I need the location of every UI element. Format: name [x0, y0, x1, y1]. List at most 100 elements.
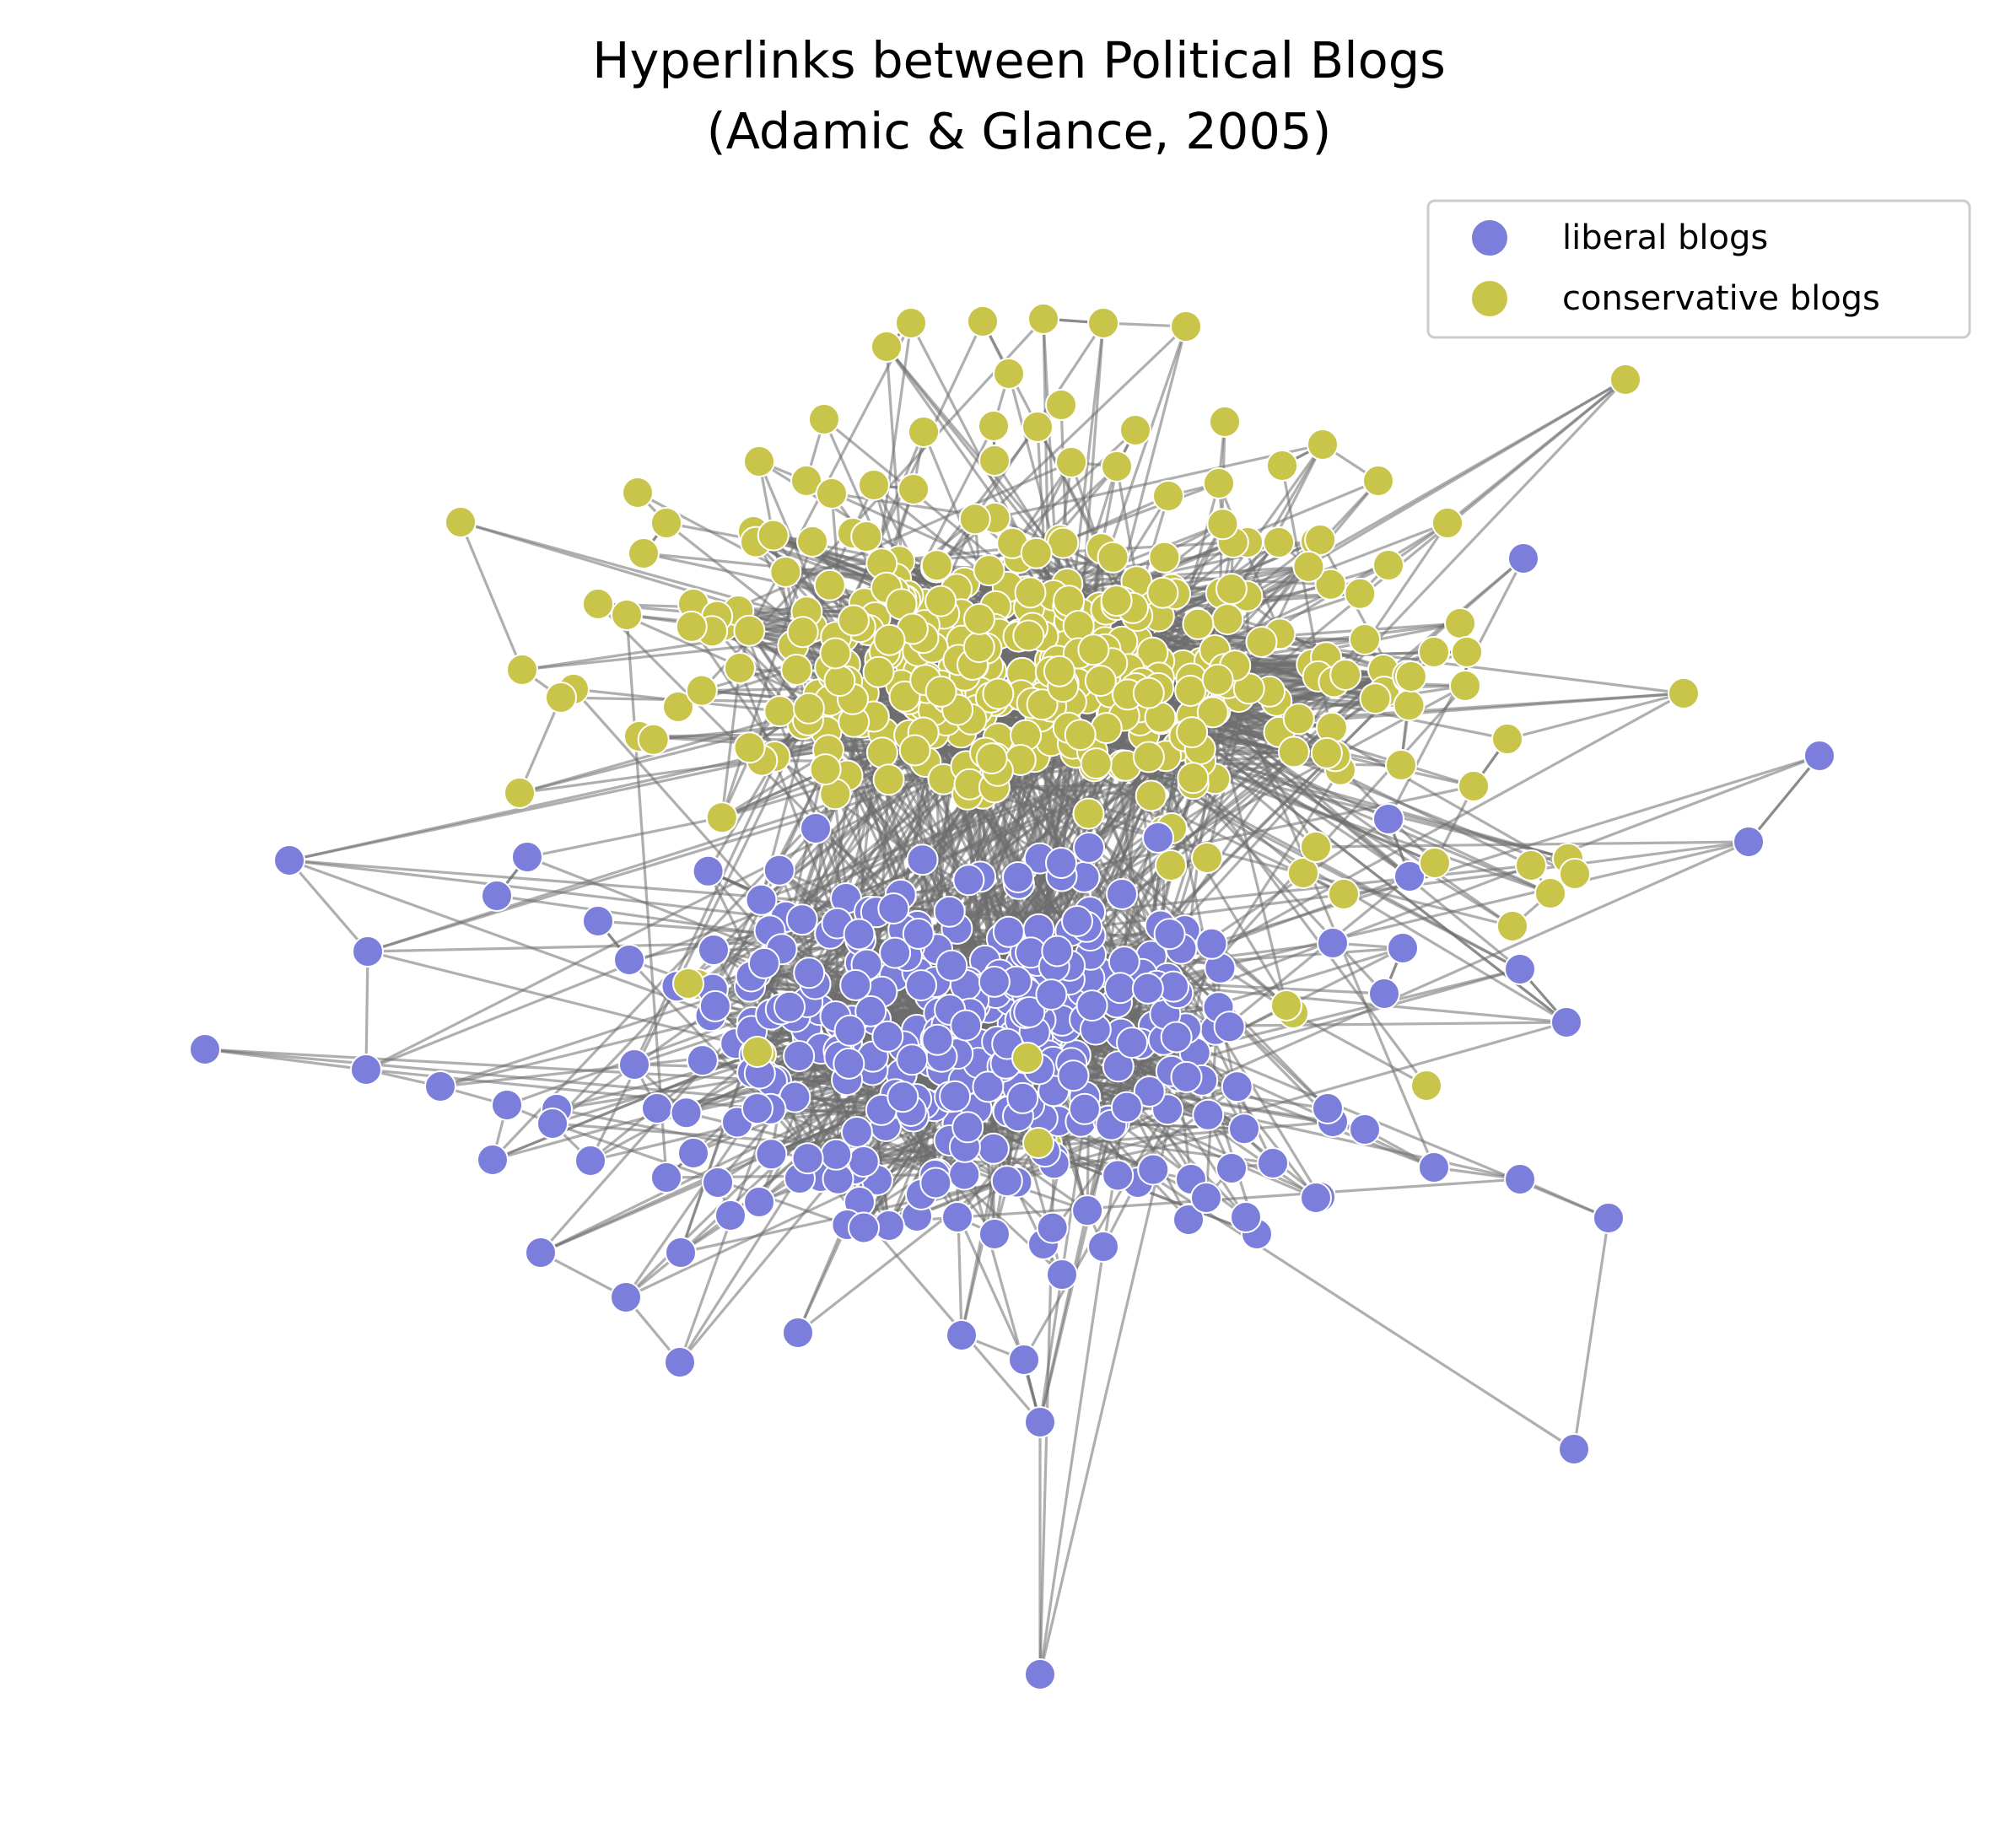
liberal-blog-node	[1213, 1011, 1246, 1043]
liberal-blog-node	[783, 1040, 816, 1072]
conservative-blog-node	[675, 610, 708, 643]
liberal-blog-node	[977, 1132, 1010, 1165]
conservative-blog-node	[973, 554, 1005, 587]
liberal-blog-node	[714, 1199, 747, 1232]
conservative-blog-node	[1394, 660, 1427, 693]
conservative-blog-node	[796, 526, 828, 558]
liberal-blog-node	[1300, 1182, 1332, 1214]
conservative-blog-node	[582, 588, 614, 620]
conservative-blog-node	[1449, 670, 1481, 702]
conservative-blog-node	[741, 1036, 774, 1068]
liberal-blog-node	[1024, 1658, 1056, 1690]
conservative-blog-node	[963, 603, 995, 635]
conservative-blog-node	[1011, 1042, 1043, 1074]
liberal-blog-node	[613, 944, 645, 976]
conservative-blog-node	[1300, 831, 1332, 863]
network-edge	[680, 1127, 1245, 1254]
conservative-blog-node	[790, 465, 822, 497]
conservative-blog-node	[1119, 414, 1151, 446]
liberal-blog-node	[755, 1138, 788, 1171]
liberal-blog-node	[906, 844, 939, 876]
liberal-blog-node	[877, 892, 910, 924]
conservative-blog-node	[1043, 655, 1075, 687]
liberal-blog-node	[1002, 861, 1034, 893]
conservative-blog-node	[823, 665, 856, 698]
liberal-blog-node	[747, 946, 780, 979]
conservative-blog-node	[1080, 747, 1113, 780]
liberal-blog-node	[1116, 1027, 1148, 1059]
liberal-blog-node	[847, 1145, 880, 1178]
network-edge	[1159, 675, 1413, 927]
liberal-blog-node	[641, 1092, 673, 1124]
liberal-blog-node	[670, 1097, 703, 1129]
liberal-blog-node	[698, 934, 730, 967]
network-edge	[956, 378, 1627, 930]
conservative-blog-node	[1026, 688, 1059, 721]
liberal-blog-node	[774, 990, 806, 1023]
conservative-blog-node	[858, 469, 890, 501]
conservative-blog-node	[958, 503, 991, 536]
conservative-blog-node	[871, 331, 903, 363]
conservative-blog-node	[1100, 585, 1133, 617]
liberal-blog-node	[871, 1020, 904, 1053]
liberal-blog-node	[481, 880, 513, 912]
liberal-blog-node	[941, 1201, 973, 1233]
liberal-blog-node	[951, 1111, 984, 1144]
conservative-blog-node	[662, 691, 694, 723]
liberal-blog-node	[1803, 740, 1835, 772]
conservative-blog-node	[1292, 550, 1325, 583]
network-edge	[1747, 754, 1821, 844]
network-edge	[1117, 1086, 1238, 1177]
legend-marker-liberal	[1470, 218, 1509, 257]
network-edge	[736, 610, 860, 935]
liberal-blog-node	[610, 1281, 642, 1313]
conservative-blog-node	[1176, 716, 1209, 749]
conservative-blog-node	[898, 734, 931, 767]
liberal-blog-node	[1045, 847, 1077, 879]
liberal-blog-node	[843, 918, 876, 951]
liberal-blog-node	[511, 841, 543, 873]
liberal-blog-node	[1006, 1081, 1039, 1114]
conservative-blog-node	[1287, 857, 1319, 889]
conservative-blog-node	[1534, 877, 1566, 909]
liberal-blog-node	[1160, 1021, 1193, 1054]
liberal-blog-node	[978, 1218, 1011, 1250]
conservative-blog-node	[1146, 576, 1179, 609]
conservative-blog-node	[1277, 736, 1310, 768]
conservative-blog-node	[1385, 749, 1417, 781]
liberal-blog-node	[1102, 1159, 1135, 1192]
conservative-blog-node	[895, 307, 927, 339]
liberal-blog-node	[350, 1054, 382, 1086]
conservative-blog-node	[1174, 675, 1207, 707]
network-edge	[204, 1048, 367, 1071]
liberal-blog-node	[972, 1070, 1005, 1103]
liberal-blog-node	[536, 1108, 569, 1140]
conservative-blog-node	[1304, 524, 1337, 556]
conservative-blog-node	[1668, 677, 1700, 709]
liberal-blog-node	[1137, 1153, 1170, 1186]
liberal-blog-node	[1068, 1092, 1101, 1125]
conservative-blog-node	[809, 753, 842, 786]
liberal-blog-node	[745, 883, 778, 916]
conservative-blog-node	[1282, 703, 1315, 736]
conservative-blog-node	[1328, 878, 1360, 910]
conservative-blog-node	[1418, 636, 1450, 668]
liberal-blog-node	[1387, 932, 1419, 964]
conservative-blog-node	[850, 520, 883, 552]
liberal-blog-node	[1035, 978, 1068, 1011]
liberal-blog-node	[741, 1092, 774, 1125]
liberal-blog-node	[189, 1033, 221, 1065]
liberal-blog-node	[1257, 1147, 1289, 1179]
title-line-1: Hyperlinks between Political Blogs	[592, 31, 1446, 89]
conservative-blog-node	[1515, 849, 1547, 881]
liberal-blog-node	[992, 915, 1025, 948]
liberal-blog-node	[1024, 1406, 1056, 1438]
conservative-blog-node	[780, 654, 813, 686]
conservative-blog-node	[924, 585, 957, 617]
conservative-blog-node	[1203, 467, 1235, 499]
conservative-blog-node	[445, 506, 477, 538]
conservative-blog-node	[1152, 480, 1184, 512]
network-edge	[459, 521, 524, 671]
liberal-blog-node	[1108, 946, 1140, 978]
